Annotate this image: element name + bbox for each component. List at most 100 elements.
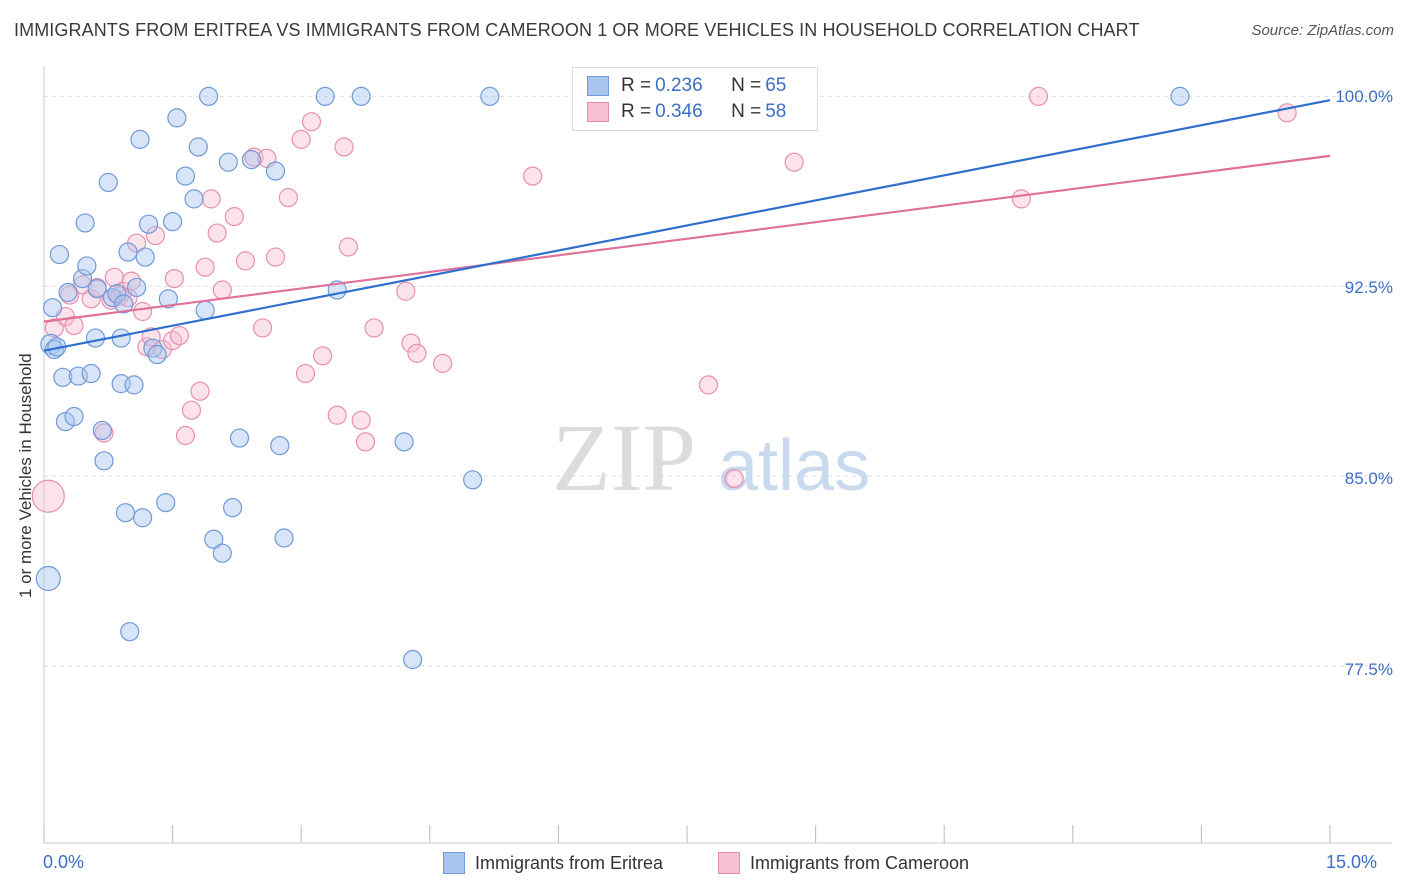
eritrea-point-43 <box>195 300 215 320</box>
eritrea-point-33 <box>138 214 159 234</box>
eritrea-point-38 <box>163 212 183 232</box>
cameroon-point-47 <box>364 318 384 338</box>
eritrea-point-28 <box>124 375 144 395</box>
cameroon-point-56 <box>1011 189 1031 209</box>
cameroon-point-53 <box>698 375 719 395</box>
cameroon-point-22 <box>164 268 184 289</box>
cameroon-point-32 <box>235 251 256 271</box>
stats-legend: R = 0.236 N = 65 R = 0.346 N = 58 <box>572 67 818 131</box>
eritrea-point-37 <box>158 289 178 309</box>
cameroon-swatch-icon <box>587 102 609 122</box>
eritrea-r-value: 0.236 <box>655 75 703 96</box>
y-tick-label-85: 85.0% <box>1344 469 1393 488</box>
eritrea-point-53 <box>274 528 294 548</box>
eritrea-point-32 <box>135 247 155 267</box>
eritrea-point-47 <box>218 152 238 172</box>
cameroon-point-26 <box>190 381 210 401</box>
y-axis-label: 1 or more Vehicles in Household <box>16 353 35 598</box>
cameroon-point-37 <box>278 188 298 208</box>
eritrea-point-49 <box>229 428 250 448</box>
eritrea-point-35 <box>147 344 167 365</box>
cameroon-point-52 <box>523 166 543 186</box>
eritrea-point-31 <box>132 508 153 528</box>
cameroon-point-36 <box>265 247 286 267</box>
cameroon-point-50 <box>407 343 427 363</box>
eritrea-n-value: 65 <box>765 75 787 96</box>
legend-label-cameroon: Immigrants from Cameroon <box>750 852 970 873</box>
cameroon-point-30 <box>212 280 232 300</box>
eritrea-point-0 <box>35 565 61 592</box>
cameroon-legend-swatch-icon <box>718 852 740 874</box>
eritrea-point-26 <box>118 242 138 262</box>
cameroon-point-23 <box>169 325 190 346</box>
eritrea-legend-swatch-icon <box>443 852 465 874</box>
cameroon-point-25 <box>181 400 202 420</box>
cameroon-n-label: N = <box>731 101 762 122</box>
cameroon-point-24 <box>175 425 196 446</box>
eritrea-point-12 <box>75 213 95 233</box>
cameroon-r-value: 0.346 <box>655 101 703 122</box>
eritrea-point-61 <box>1170 86 1190 106</box>
eritrea-point-25 <box>115 503 136 523</box>
cameroon-point-48 <box>396 281 416 301</box>
eritrea-point-59 <box>463 470 483 490</box>
legend-item-eritrea[interactable]: Immigrants from Eritrea <box>443 852 663 874</box>
cameroon-point-31 <box>224 206 244 227</box>
y-axis-label-wrap: 1 or more Vehicles in Household <box>12 0 42 892</box>
cameroon-point-55 <box>784 152 804 172</box>
cameroon-point-29 <box>207 223 227 243</box>
y-tick-label-100: 100.0% <box>1335 87 1393 106</box>
cameroon-point-44 <box>338 237 358 257</box>
cameroon-trend-line <box>43 154 1331 323</box>
eritrea-point-40 <box>175 166 196 186</box>
series-eritrea-points <box>35 86 1190 670</box>
cameroon-point-28 <box>201 189 221 209</box>
eritrea-point-58 <box>403 649 423 670</box>
legend-label-eritrea: Immigrants from Eritrea <box>475 852 664 873</box>
eritrea-swatch-icon <box>587 76 609 96</box>
cameroon-point-16 <box>132 301 153 322</box>
cameroon-point-34 <box>253 318 273 338</box>
cameroon-point-45 <box>351 410 371 430</box>
eritrea-point-51 <box>265 161 286 181</box>
eritrea-point-50 <box>241 150 262 170</box>
eritrea-point-36 <box>156 492 176 513</box>
cameroon-point-51 <box>433 353 453 373</box>
eritrea-point-2 <box>42 298 63 318</box>
y-tick-label-77-5: 77.5% <box>1344 660 1393 679</box>
cameroon-point-19 <box>145 225 166 246</box>
stats-legend-eritrea: R = 0.236 N = 65 <box>587 73 786 99</box>
legend-item-cameroon[interactable]: Immigrants from Cameroon <box>718 852 969 874</box>
eritrea-r-label: R = <box>621 75 652 96</box>
cameroon-point-38 <box>291 129 311 149</box>
eritrea-point-57 <box>394 432 414 452</box>
grid-lines <box>44 95 1392 667</box>
cameroon-point-54 <box>724 468 744 489</box>
cameroon-point-40 <box>301 112 322 132</box>
x-tick-label-max: 15.0% <box>1326 852 1378 872</box>
cameroon-n-value: 58 <box>765 101 787 122</box>
eritrea-point-14 <box>81 363 101 384</box>
eritrea-point-11 <box>72 268 93 289</box>
eritrea-point-23 <box>111 328 131 348</box>
cameroon-point-14 <box>121 271 142 291</box>
cameroon-point-27 <box>195 257 215 277</box>
stats-legend-cameroon: R = 0.346 N = 58 <box>587 99 786 125</box>
eritrea-point-6 <box>53 367 73 387</box>
eritrea-point-18 <box>94 451 114 471</box>
eritrea-point-8 <box>58 282 78 303</box>
watermark-atlas: atlas <box>718 426 870 506</box>
cameroon-point-42 <box>327 405 347 425</box>
eritrea-point-21 <box>107 284 127 304</box>
eritrea-point-60 <box>480 86 500 106</box>
eritrea-point-29 <box>126 277 147 298</box>
eritrea-point-5 <box>49 244 70 265</box>
eritrea-point-42 <box>188 137 208 157</box>
cameroon-point-4 <box>64 315 84 336</box>
eritrea-point-15 <box>85 328 106 348</box>
eritrea-point-41 <box>184 189 204 209</box>
cameroon-point-46 <box>355 432 376 452</box>
eritrea-point-56 <box>351 86 371 106</box>
series-legend: Immigrants from Eritrea Immigrants from … <box>0 852 1406 878</box>
